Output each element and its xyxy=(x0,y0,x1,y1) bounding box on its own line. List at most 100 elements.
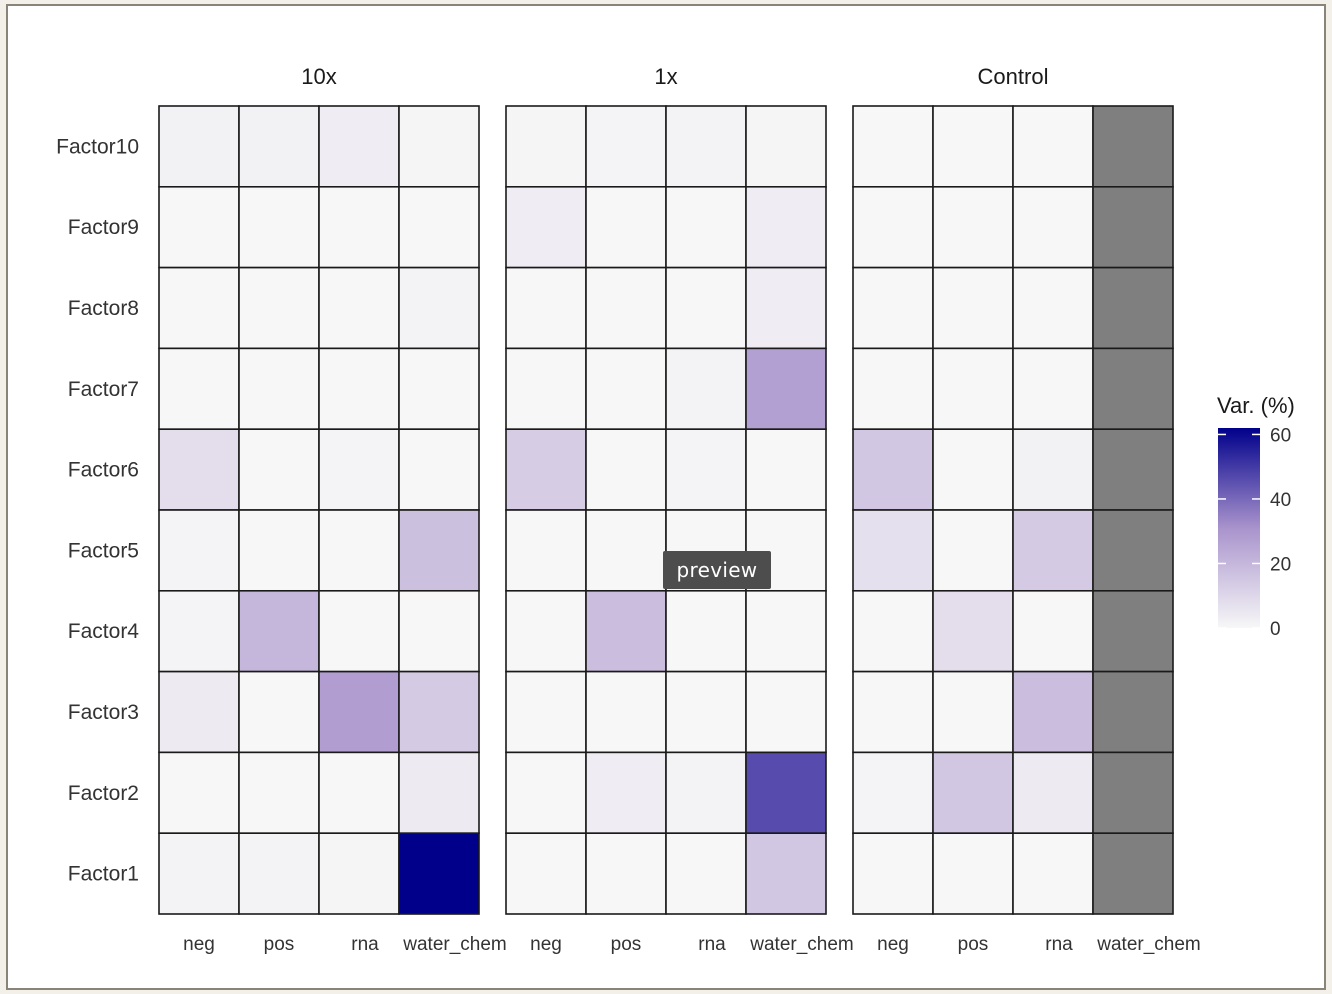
heatmap-cell xyxy=(1092,509,1174,592)
heatmap-cell xyxy=(505,266,587,350)
heatmap-cell xyxy=(1092,428,1174,511)
heatmap-cell xyxy=(238,589,320,673)
y-tick-label: Factor7 xyxy=(68,378,139,401)
heatmap-cell xyxy=(238,105,320,188)
heatmap-cell xyxy=(1092,186,1174,269)
heatmap-cell xyxy=(852,509,934,592)
heatmap-cell xyxy=(505,105,587,188)
heatmap-cell xyxy=(585,832,667,915)
heatmap-cell xyxy=(745,428,827,511)
heatmap-cell xyxy=(932,670,1014,754)
heatmap-cell xyxy=(745,832,827,915)
heatmap-cell xyxy=(1012,670,1094,754)
heatmap-cell xyxy=(932,751,1014,835)
panel-control: Control xyxy=(852,64,1174,915)
heatmap-cell xyxy=(665,670,747,754)
heatmap-cell xyxy=(1012,589,1094,673)
heatmap-cell xyxy=(852,266,934,350)
heatmap-cell xyxy=(318,509,400,592)
heatmap-cell xyxy=(852,751,934,835)
x-axis-labels: neg pos rna water_chem neg pos rna water_chem ne… xyxy=(183,934,1201,955)
heatmap-cell xyxy=(932,186,1014,269)
heatmap-cell xyxy=(398,105,480,188)
heatmap-cell xyxy=(238,266,320,350)
heatmap-cell xyxy=(398,589,480,673)
heatmap-cell xyxy=(665,347,747,430)
y-tick-label: Factor1 xyxy=(68,863,139,886)
heatmap-cell xyxy=(852,347,934,430)
heatmap-cell xyxy=(932,589,1014,673)
heatmap-cell xyxy=(1092,832,1174,915)
heatmap-cell xyxy=(398,266,480,350)
x-tick-label: pos xyxy=(264,934,295,955)
x-tick-label: water_chem xyxy=(749,934,854,955)
heatmap-cell xyxy=(1012,347,1094,430)
heatmap-cell xyxy=(158,105,240,188)
heatmap-cell xyxy=(398,751,480,835)
heatmap-cell xyxy=(238,509,320,592)
heatmap-cell xyxy=(585,751,667,835)
heatmap-cell xyxy=(745,347,827,430)
heatmap-cell xyxy=(158,589,240,673)
heatmap-cell xyxy=(505,428,587,511)
heatmap-cell xyxy=(238,670,320,754)
heatmap-cell xyxy=(238,347,320,430)
heatmap-cell xyxy=(745,105,827,188)
heatmap-cell xyxy=(158,266,240,350)
heatmap-cell xyxy=(158,670,240,754)
heatmap-cell xyxy=(665,589,747,673)
heatmap-cell xyxy=(398,670,480,754)
x-tick-label: water_chem xyxy=(1096,934,1201,955)
heatmap-cell xyxy=(505,832,587,915)
heatmap-cell xyxy=(745,670,827,754)
legend-colorbar xyxy=(1218,428,1260,628)
heatmap-cell xyxy=(745,751,827,835)
heatmap-cell xyxy=(1012,266,1094,350)
heatmap-cell xyxy=(665,832,747,915)
x-tick-label: neg xyxy=(183,934,215,955)
panels: 10x 1x Control xyxy=(158,64,1174,915)
x-tick-label: neg xyxy=(877,934,909,955)
heatmap-cell xyxy=(745,186,827,269)
x-tick-label: neg xyxy=(530,934,562,955)
heatmap-cell xyxy=(158,509,240,592)
heatmap-cell xyxy=(932,428,1014,511)
heatmap-cell xyxy=(398,428,480,511)
y-tick-label: Factor10 xyxy=(56,135,139,158)
x-tick-label: pos xyxy=(611,934,642,955)
heatmap-cell xyxy=(318,751,400,835)
legend-tick-label: 60 xyxy=(1270,425,1291,446)
heatmap-cell xyxy=(852,428,934,511)
heatmap-cell xyxy=(318,105,400,188)
heatmap-cell xyxy=(585,105,667,188)
heatmap-cell xyxy=(1092,347,1174,430)
heatmap-cell xyxy=(932,832,1014,915)
heatmap-cell xyxy=(585,509,667,592)
heatmap-cell xyxy=(1092,266,1174,350)
heatmap-cell xyxy=(398,347,480,430)
heatmap-cell xyxy=(318,266,400,350)
heatmap-cell xyxy=(158,186,240,269)
legend-title: Var. (%) xyxy=(1217,393,1295,418)
heatmap-cell xyxy=(158,751,240,835)
x-tick-label: water_chem xyxy=(402,934,507,955)
heatmap-cell xyxy=(745,589,827,673)
x-tick-label: pos xyxy=(958,934,989,955)
x-tick-label: rna xyxy=(351,934,379,955)
heatmap-cell xyxy=(318,589,400,673)
heatmap-cell xyxy=(585,186,667,269)
y-tick-label: Factor8 xyxy=(68,297,139,320)
heatmap-cell xyxy=(932,509,1014,592)
heatmap-cell xyxy=(665,105,747,188)
heatmap-cell xyxy=(1012,509,1094,592)
heatmap-cell xyxy=(585,428,667,511)
legend: Var. (%) 0 20 40 60 xyxy=(1217,393,1295,640)
heatmap-cell xyxy=(932,266,1014,350)
heatmap-cell xyxy=(665,186,747,269)
heatmap-cell xyxy=(852,832,934,915)
panel-title: 1x xyxy=(654,64,677,89)
heatmap-cell xyxy=(1012,105,1094,188)
heatmap-cell xyxy=(665,428,747,511)
heatmap-cell xyxy=(318,428,400,511)
